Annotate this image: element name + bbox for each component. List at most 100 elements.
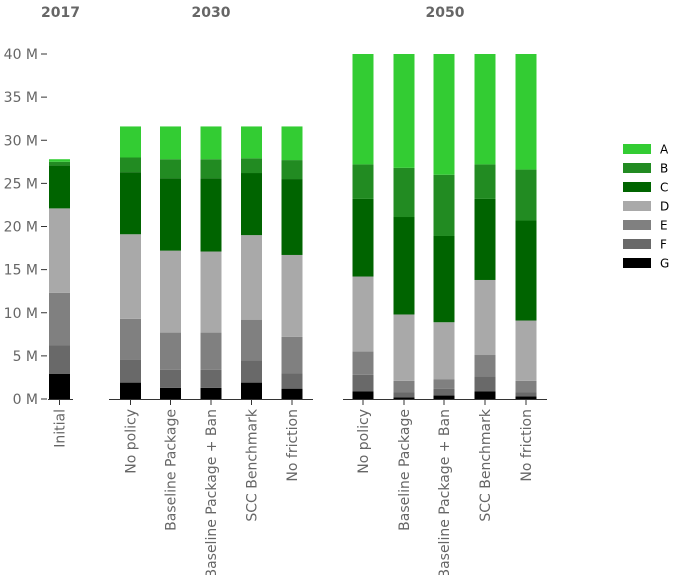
bar-segment-c [352, 198, 374, 277]
bar-segment-f [515, 392, 537, 397]
x-tick-label: Baseline Package [164, 409, 180, 531]
x-tick-label: SCC Benchmark [478, 408, 494, 522]
legend-label: E [660, 219, 668, 233]
bar-segment-g [515, 396, 537, 399]
y-tick-label: 0 M [13, 392, 38, 408]
bar-segment-e [515, 380, 537, 393]
bar-segment-g [160, 387, 181, 399]
legend-swatch-f [623, 239, 651, 249]
bar-segment-e [241, 319, 262, 361]
bar-segment-g [200, 387, 222, 399]
bar-segment-e [49, 292, 70, 346]
bar-segment-g [49, 373, 70, 399]
y-tick-label: 30 M [4, 133, 38, 149]
legend-swatch-g [623, 258, 651, 268]
bar-segment-a [200, 126, 222, 160]
panel-title: 2017 [41, 5, 80, 21]
bar-segment-a [515, 54, 537, 170]
bar-segment-a [241, 126, 262, 159]
bar-segment-d [474, 279, 496, 356]
bar-segment-d [352, 276, 374, 352]
bar-segment-c [515, 220, 537, 321]
legend-swatch-c [623, 182, 651, 192]
bar-segment-d [393, 314, 415, 381]
bar-segment-c [281, 179, 303, 255]
bar-segment-e [120, 318, 141, 360]
bar-segment-b [200, 159, 222, 179]
x-tick-label: No friction [519, 409, 535, 482]
bar-segment-b [393, 167, 415, 218]
bar-segment-f [160, 369, 181, 388]
bar-segment-a [393, 54, 415, 168]
y-tick-label: 10 M [4, 306, 38, 322]
bar-segment-a [120, 126, 141, 158]
bar-segment-f [120, 359, 141, 383]
legend-swatch-a [623, 144, 651, 154]
x-tick-label: No policy [124, 409, 140, 474]
bar-segment-f [433, 388, 455, 396]
bar-segment-d [281, 254, 303, 337]
bar-segment-a [474, 54, 496, 165]
bar-segment-b [120, 157, 141, 173]
y-tick-label: 25 M [4, 176, 38, 192]
bar-segment-f [49, 345, 70, 374]
bar-segment-e [352, 351, 374, 375]
bar-segment-g [352, 391, 374, 399]
bar-segment-e [474, 355, 496, 377]
bar-segment-c [433, 235, 455, 323]
legend-label: C [660, 181, 668, 195]
bar-segment-b [433, 174, 455, 236]
bar-segment-g [241, 382, 262, 399]
bar-segment-d [433, 322, 455, 380]
bar-segment-g [393, 397, 415, 399]
bar-segment-c [160, 178, 181, 251]
bar-segment-c [241, 173, 262, 236]
bar-segment-g [120, 382, 141, 399]
x-tick-label: Baseline Package + Ban [437, 409, 453, 575]
legend-label: B [660, 162, 668, 176]
bar-segment-d [241, 235, 262, 320]
bar-segment-f [393, 392, 415, 398]
y-tick-label: 35 M [4, 90, 38, 106]
bar-segment-b [474, 164, 496, 199]
legend-label: F [660, 238, 667, 252]
bar-segment-f [474, 376, 496, 392]
legend-label: G [660, 257, 669, 271]
bar-segment-b [515, 169, 537, 221]
bar-segment-e [393, 380, 415, 393]
bar-segment-e [160, 332, 181, 370]
panel-title: 2050 [426, 5, 465, 21]
x-tick-label: No policy [356, 409, 372, 474]
legend-swatch-e [623, 220, 651, 230]
panel-title: 2030 [192, 5, 231, 21]
bar-segment-e [281, 336, 303, 374]
x-tick-label: SCC Benchmark [245, 408, 261, 522]
bar-segment-a [281, 126, 303, 161]
bar-segment-c [474, 198, 496, 280]
bar-segment-c [393, 217, 415, 315]
bar-segment-d [200, 251, 222, 333]
bar-segment-c [49, 165, 70, 209]
legend-swatch-d [623, 201, 651, 211]
bar-segment-a [49, 159, 70, 162]
bar-segment-a [160, 126, 181, 160]
bar-segment-g [281, 388, 303, 399]
y-tick-label: 15 M [4, 263, 38, 279]
bar-segment-b [49, 161, 70, 166]
legend-label: A [660, 143, 669, 157]
bar-segment-d [120, 234, 141, 319]
bar-segment-g [433, 395, 455, 399]
legend-swatch-b [623, 163, 651, 173]
bar-segment-f [352, 374, 374, 392]
y-tick-label: 20 M [4, 220, 38, 236]
bar-segment-e [433, 379, 455, 389]
x-tick-label: Baseline Package + Ban [204, 409, 220, 575]
bar-segment-d [160, 250, 181, 333]
bar-segment-b [160, 159, 181, 179]
bar-segment-f [281, 373, 303, 389]
legend-label: D [660, 200, 669, 214]
bar-segment-e [200, 332, 222, 370]
bar-segment-c [200, 178, 222, 252]
